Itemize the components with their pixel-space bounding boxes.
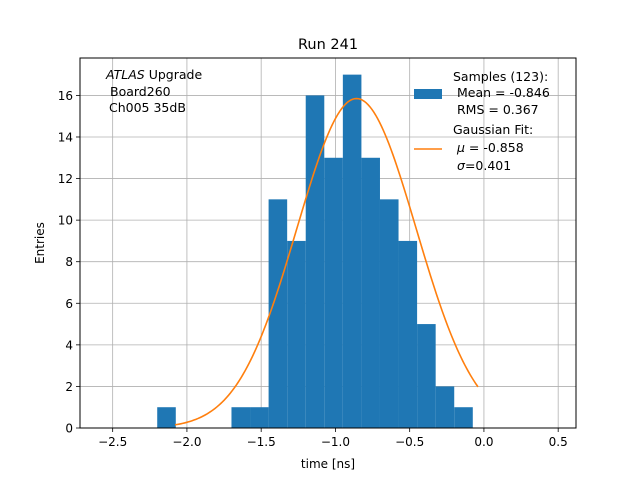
- x-axis-label: time [ns]: [301, 457, 355, 471]
- y-tick-label: 12: [58, 172, 73, 186]
- histogram-bar: [342, 74, 362, 428]
- y-tick-label: 14: [58, 130, 73, 144]
- histogram-bar: [435, 386, 455, 428]
- histogram-bars: [157, 74, 473, 429]
- svg-text:μ = -0.858: μ = -0.858: [456, 140, 524, 155]
- chart-title: Run 241: [298, 37, 358, 53]
- annotation-experiment: ATLAS: [105, 67, 145, 82]
- x-tick-label: 0.5: [549, 435, 568, 449]
- y-axis-label: Entries: [33, 222, 47, 264]
- histogram-bar: [305, 95, 325, 428]
- legend-samples-swatch: [414, 89, 442, 99]
- histogram-bar: [268, 199, 288, 428]
- histogram-bar: [157, 407, 176, 428]
- legend-fit-title: Gaussian Fit:: [453, 122, 533, 137]
- gaussian-fit-curve: [174, 97, 479, 426]
- y-axis-ticks: 0 2 4 6 8 10 12 14 16: [58, 89, 80, 436]
- svg-text:σ=0.401: σ=0.401: [457, 158, 511, 173]
- atlas-annotation: ATLAS Upgrade Board260 Ch005 35dB: [105, 67, 202, 115]
- x-tick-label: −2.5: [98, 435, 127, 449]
- y-tick-label: 10: [58, 214, 73, 228]
- legend-samples-rms: RMS = 0.367: [457, 102, 539, 117]
- y-tick-label: 4: [65, 338, 73, 352]
- histogram-bar: [398, 240, 418, 428]
- legend-fit-sigma-value: =0.401: [465, 158, 511, 173]
- y-tick-label: 16: [58, 89, 73, 103]
- annotation-board: Board260: [110, 84, 171, 99]
- histogram-bar: [379, 199, 399, 428]
- histogram-bar: [361, 157, 380, 429]
- x-tick-label: −1.5: [247, 435, 276, 449]
- y-tick-label: 8: [65, 255, 73, 269]
- histogram-bar: [250, 407, 269, 428]
- x-tick-label: −0.5: [395, 435, 424, 449]
- y-tick-label: 6: [65, 297, 73, 311]
- plot-frame: [79, 57, 577, 429]
- y-tick-label: 0: [65, 422, 73, 436]
- x-tick-label: −2.0: [172, 435, 201, 449]
- legend: Samples (123): Mean = -0.846 RMS = 0.367…: [414, 69, 550, 173]
- histogram-bar: [454, 407, 473, 428]
- histogram-bar: [417, 324, 436, 428]
- x-tick-label: −1.0: [321, 435, 350, 449]
- legend-samples-mean: Mean = -0.846: [457, 85, 550, 100]
- legend-fit-sigma-symbol: σ: [457, 158, 466, 173]
- x-axis-ticks: −2.5 −2.0 −1.5 −1.0 −0.5 0.0 0.5: [98, 428, 568, 449]
- legend-fit-mu-symbol: μ: [456, 140, 465, 155]
- histogram-bar: [287, 240, 306, 428]
- svg-text:ATLAS Upgrade: ATLAS Upgrade: [105, 67, 202, 82]
- legend-samples-title: Samples (123):: [453, 69, 548, 84]
- annotation-channel: Ch005 35dB: [109, 100, 186, 115]
- y-tick-label: 2: [65, 380, 73, 394]
- annotation-experiment-suffix: Upgrade: [145, 67, 203, 82]
- histogram-bar: [324, 157, 343, 429]
- histogram-bar: [231, 407, 251, 428]
- x-tick-label: 0.0: [474, 435, 493, 449]
- legend-fit-mu-value: = -0.858: [465, 140, 524, 155]
